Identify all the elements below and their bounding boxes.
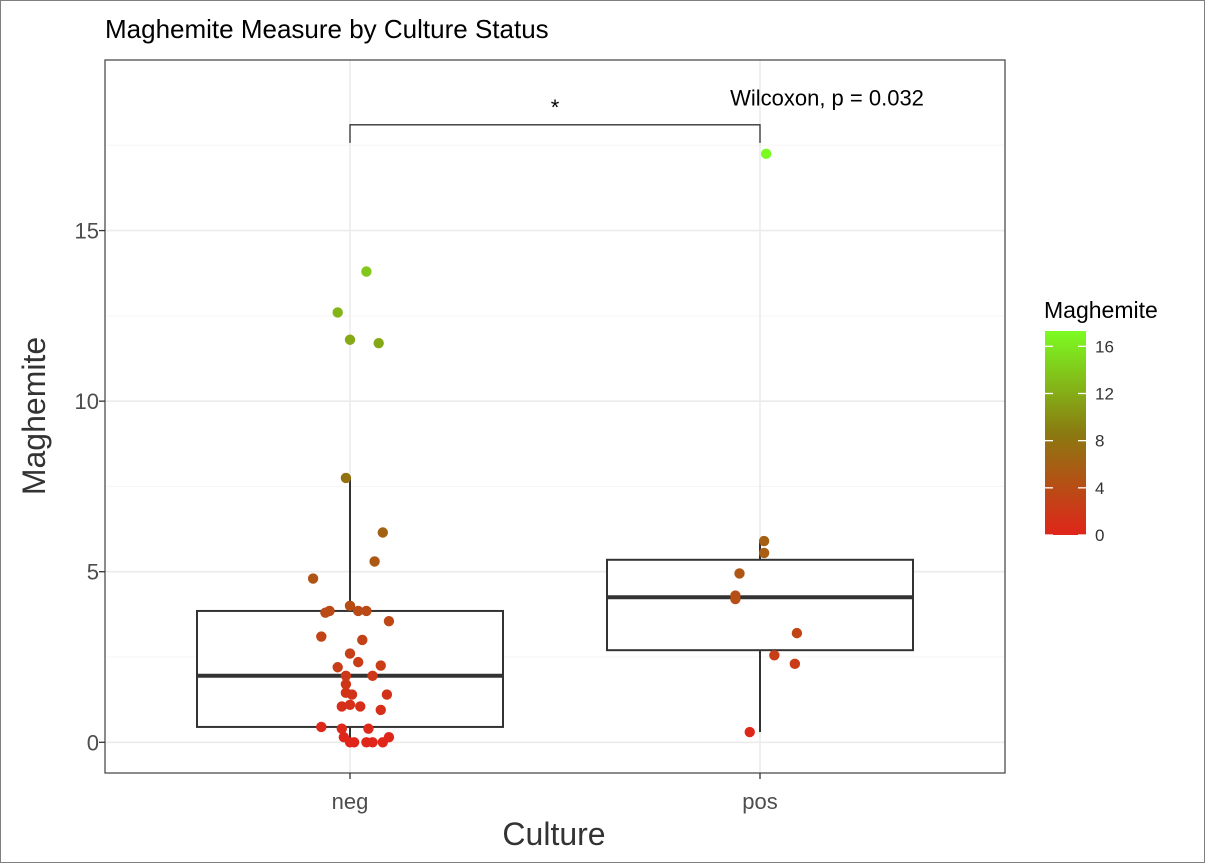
data-point <box>791 627 803 639</box>
x-tick-label: neg <box>332 789 369 814</box>
y-tick-label: 10 <box>75 389 99 414</box>
legend-tick-label: 4 <box>1095 479 1104 498</box>
data-point <box>316 631 327 642</box>
significance-layer: * Wilcoxon, p = 0.032 <box>349 86 924 143</box>
data-point <box>375 660 386 671</box>
data-point <box>367 670 378 681</box>
data-point <box>361 266 372 277</box>
legend-title: Maghemite <box>1044 297 1158 323</box>
panel-border <box>104 59 1006 774</box>
data-point <box>744 726 755 738</box>
data-point <box>769 650 780 661</box>
data-point <box>381 689 393 700</box>
color-legend: Maghemite 0 4 8 12 16 <box>1044 297 1158 545</box>
data-point <box>332 307 343 318</box>
data-point <box>355 701 366 712</box>
legend-tick-label: 0 <box>1095 526 1104 545</box>
data-point <box>377 527 388 538</box>
data-point <box>357 634 368 646</box>
box-pos <box>606 558 914 652</box>
data-point <box>332 662 343 673</box>
data-point <box>760 148 772 160</box>
data-point <box>369 556 380 567</box>
data-point <box>340 679 352 690</box>
data-point <box>375 704 386 716</box>
data-point <box>336 701 347 712</box>
data-point <box>383 615 395 627</box>
y-tick-label: 5 <box>87 560 99 585</box>
data-point <box>367 737 378 748</box>
data-point <box>758 535 770 547</box>
data-point <box>344 334 356 345</box>
y-tick-label: 15 <box>75 219 99 244</box>
y-tick-label: 0 <box>87 730 99 755</box>
data-point <box>730 593 741 605</box>
data-point <box>340 472 352 484</box>
data-point <box>383 731 395 743</box>
data-point <box>361 605 372 617</box>
data-point <box>363 723 374 734</box>
legend-tick-label: 12 <box>1095 384 1114 403</box>
data-point <box>353 656 364 668</box>
data-point <box>344 648 356 659</box>
x-axis-ticks: neg pos <box>332 773 778 814</box>
data-point <box>353 605 364 617</box>
box-layer <box>196 477 914 743</box>
point-layer <box>307 148 803 748</box>
data-point <box>758 547 770 559</box>
data-point <box>373 337 384 349</box>
data-point <box>348 737 360 748</box>
wilcoxon-label: Wilcoxon, p = 0.032 <box>730 86 924 111</box>
data-point <box>734 568 745 579</box>
data-point <box>346 689 358 700</box>
significance-star: * <box>551 95 560 120</box>
x-axis-title: Culture <box>502 816 605 852</box>
data-point <box>336 723 347 734</box>
chart-title: Maghemite Measure by Culture Status <box>105 14 549 44</box>
legend-ticks: 0 4 8 12 16 <box>1045 337 1114 545</box>
data-point <box>340 670 352 681</box>
significance-bracket <box>349 124 761 143</box>
y-axis-ticks: 0 5 10 15 <box>75 219 105 755</box>
data-point <box>344 600 356 612</box>
x-tick-label: pos <box>742 789 777 814</box>
data-point <box>789 658 801 670</box>
data-point <box>307 573 319 584</box>
legend-tick-label: 8 <box>1095 432 1104 451</box>
data-point <box>344 699 356 710</box>
y-axis-title: Maghemite <box>16 337 52 495</box>
data-point <box>324 605 335 617</box>
legend-colorbar <box>1045 331 1086 535</box>
data-point <box>316 721 327 733</box>
legend-tick-label: 16 <box>1095 337 1114 356</box>
